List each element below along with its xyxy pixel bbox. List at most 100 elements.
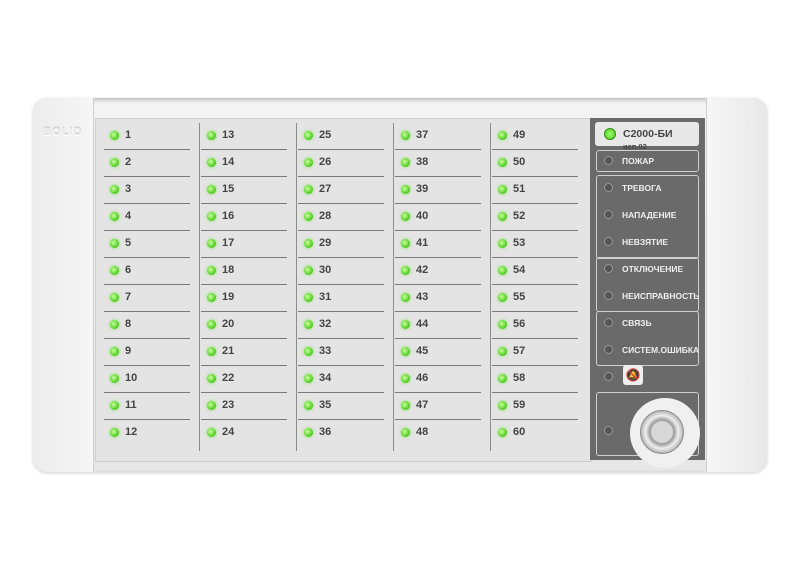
channel-number: 52 [513,210,526,222]
channel-number: 15 [222,183,235,195]
divider [104,203,190,204]
led [304,158,313,167]
led [207,374,216,383]
link-group [596,311,699,366]
divider [492,176,578,177]
divider [298,365,384,366]
led [401,212,410,221]
led [604,318,613,327]
led [604,345,613,354]
indicator-label: НЕИСПРАВНОСТЬ [622,291,700,301]
led [110,293,119,302]
led [604,291,613,300]
led [110,320,119,329]
led [304,320,313,329]
channel-number: 44 [416,318,429,330]
channel-number: 48 [416,426,429,438]
divider [104,338,190,339]
divider [201,176,287,177]
channel-number: 23 [222,399,235,411]
channel-number: 51 [513,183,526,195]
channel-number: 22 [222,372,235,384]
led [207,158,216,167]
channel-indicator: 23 [201,393,287,420]
indicator-disabled: ОТКЛЮЧЕНИЕ [596,259,701,279]
divider [298,149,384,150]
led [110,212,119,221]
led [498,428,507,437]
divider [492,230,578,231]
divider [201,149,287,150]
led [110,401,119,410]
indicator-system-error: СИСТЕМ.ОШИБКА [596,340,701,360]
channel-number: 46 [416,372,429,384]
channel-indicator: 49 [492,123,578,150]
channel-indicator: 9 [104,339,190,366]
divider [395,176,481,177]
channel-indicator: 24 [201,420,287,447]
channel-indicator: 45 [395,339,481,366]
channel-number: 27 [319,183,332,195]
channel-indicator: 39 [395,177,481,204]
bell-slash-icon[interactable]: 🔕 [623,365,643,385]
divider [201,257,287,258]
channel-number: 58 [513,372,526,384]
led [401,401,410,410]
led [401,374,410,383]
led [604,156,613,165]
divider [104,176,190,177]
led [401,239,410,248]
channel-number: 60 [513,426,526,438]
divider [201,203,287,204]
led [498,212,507,221]
divider [201,311,287,312]
led [207,293,216,302]
channel-number: 5 [125,237,132,249]
channel-number: 33 [319,345,332,357]
divider [104,230,190,231]
divider [492,365,578,366]
channel-indicator: 5 [104,231,190,258]
indicator-label: СИСТЕМ.ОШИБКА [622,345,700,355]
channel-indicator: 13 [201,123,287,150]
divider [298,284,384,285]
led [207,131,216,140]
led [401,131,410,140]
channel-indicator: 25 [298,123,384,150]
divider [492,338,578,339]
touch-memory-reader-icon[interactable] [640,410,684,454]
channel-grid: 1 2 3 4 5 6 7 8 9 10 11 12 13 14 15 16 17 18 19 20 21 22 23 24 2… [95,118,592,462]
channel-indicator: 38 [395,150,481,177]
led [401,158,410,167]
channel-indicator: 21 [201,339,287,366]
channel-number: 8 [125,318,132,330]
channel-number: 2 [125,156,132,168]
channel-number: 36 [319,426,332,438]
divider [395,257,481,258]
brand-logo: BOLID [43,126,83,138]
led [401,428,410,437]
led [498,158,507,167]
led [110,266,119,275]
channel-number: 41 [416,237,429,249]
divider [395,230,481,231]
channel-number: 4 [125,210,132,222]
channel-indicator: 2 [104,150,190,177]
divider [298,203,384,204]
led [207,320,216,329]
alarm-group [596,175,699,259]
led [304,428,313,437]
channel-number: 14 [222,156,235,168]
channel-number: 39 [416,183,429,195]
channel-indicator: 6 [104,258,190,285]
channel-number: 34 [319,372,332,384]
channel-indicator: 16 [201,204,287,231]
led [401,347,410,356]
divider [395,149,481,150]
led [401,185,410,194]
right-cover [706,98,767,472]
indicator-reader [596,421,701,441]
channel-indicator: 18 [201,258,287,285]
channel-column: 13 14 15 16 17 18 19 20 21 22 23 24 [193,123,290,457]
led [304,131,313,140]
